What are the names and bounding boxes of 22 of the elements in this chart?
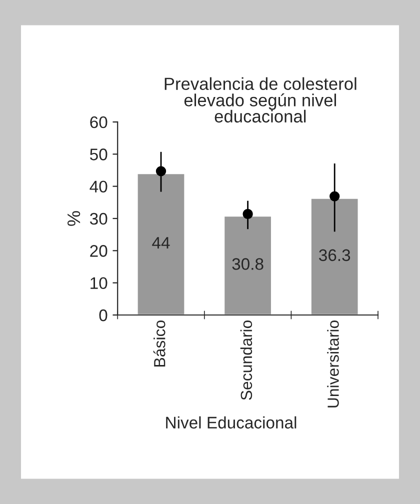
bar [136, 172, 186, 315]
y-tick-label: 0 [99, 309, 108, 322]
x-tick-label: Universitario [327, 320, 339, 408]
data-label: 30.8 [232, 258, 264, 270]
y-axis-title: % [68, 211, 80, 226]
data-label: 44 [152, 237, 170, 249]
y-tick-label: 30 [90, 212, 108, 225]
y-tick-label: 20 [90, 245, 108, 257]
point [156, 166, 166, 176]
x-tick-label: Básico [153, 320, 166, 366]
x-axis-title: Nivel Educacional [166, 416, 296, 429]
y-tick-label: 60 [90, 116, 108, 128]
y-tick-label: 10 [90, 277, 108, 290]
data-label: 36.3 [319, 249, 350, 262]
bar [310, 198, 360, 315]
y-tick-label: 40 [90, 180, 108, 193]
y-tick-label: 50 [90, 148, 108, 160]
chart-title: Prevalencia de colesterol elevado según nivel educacional [164, 77, 356, 123]
point [242, 208, 253, 220]
bar [223, 215, 272, 315]
x-tick-label: Secundario [240, 320, 252, 400]
point [330, 191, 340, 202]
